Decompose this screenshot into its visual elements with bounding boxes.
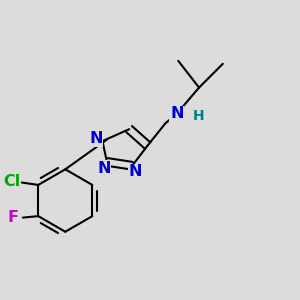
Text: N: N: [129, 164, 142, 179]
Text: N: N: [170, 106, 184, 121]
Text: N: N: [97, 161, 111, 176]
Text: N: N: [89, 131, 103, 146]
Text: Cl: Cl: [3, 175, 20, 190]
Text: H: H: [193, 109, 205, 123]
Text: F: F: [8, 210, 19, 225]
